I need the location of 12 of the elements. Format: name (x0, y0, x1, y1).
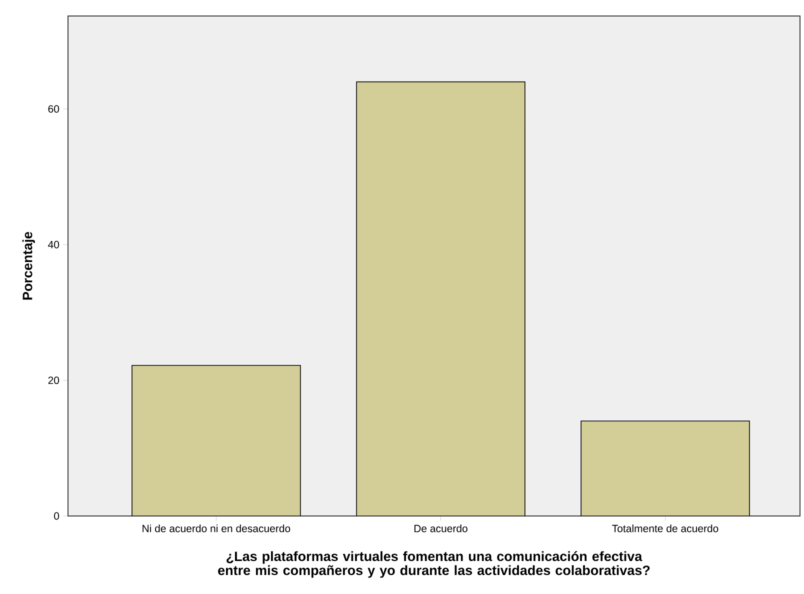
y-tick-label: 60 (48, 105, 60, 113)
x-tick-label: Ni de acuerdo ni en desacuerdo (142, 524, 290, 532)
y-tick-label: 20 (48, 376, 60, 384)
x-axis-title: ¿Las plataformas virtuales fomentan una comunicación efectiva entre mis compañeros y yo durante las actividades colaborativas? (218, 551, 650, 578)
x-tick-label: De acuerdo (414, 524, 468, 532)
bar (132, 364, 301, 516)
bar (356, 81, 526, 516)
bar (580, 420, 750, 516)
x-tick-label: Totalmente de acuerdo (612, 524, 718, 532)
y-tick-label: 40 (48, 240, 60, 248)
y-axis-title: Porcentaje (22, 232, 35, 300)
y-tick-label: 0 (54, 512, 60, 520)
